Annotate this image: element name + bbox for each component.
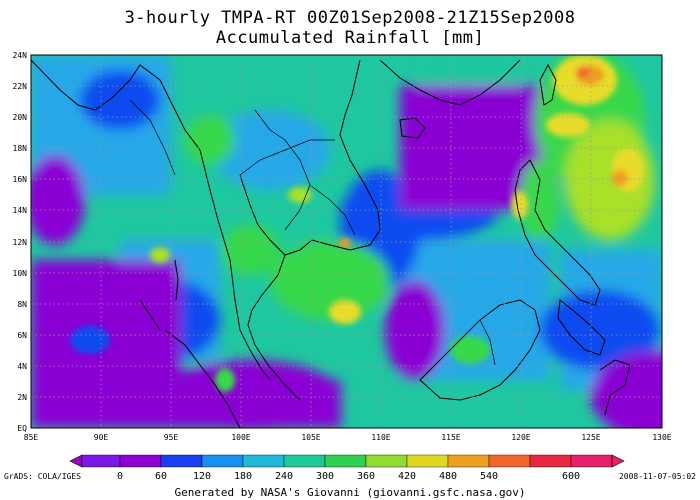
- lon-label: 105E: [301, 433, 320, 442]
- colorbar-swatch: [570, 454, 613, 468]
- colorbar-tick: 480: [439, 471, 457, 482]
- colorbar-swatch: [242, 454, 285, 468]
- lon-label: 90E: [94, 433, 109, 442]
- colorbar-tick: 540: [480, 471, 498, 482]
- gridlines: [31, 55, 662, 428]
- lon-label: 110E: [371, 433, 390, 442]
- colorbar-swatch: [365, 454, 408, 468]
- coastlines: [31, 59, 631, 428]
- colorbar-left-arrow: [69, 454, 83, 468]
- lat-label: 2N: [17, 393, 27, 402]
- lat-label: 8N: [17, 300, 27, 309]
- lat-label: 6N: [17, 331, 27, 340]
- colorbar-tick: 360: [357, 471, 375, 482]
- lon-label: 120E: [511, 433, 530, 442]
- lon-label: 125E: [581, 433, 600, 442]
- colorbar-tick: 240: [275, 471, 293, 482]
- colorbar-swatch: [283, 454, 326, 468]
- rainfall-field: [31, 55, 662, 428]
- lat-label: 10N: [13, 269, 28, 278]
- colorbar-tick: 300: [316, 471, 334, 482]
- colorbar-tick: 180: [234, 471, 252, 482]
- colorbar-swatch: [488, 454, 531, 468]
- colorbar-swatch: [160, 454, 203, 468]
- chart-title-line2: Accumulated Rainfall [mm]: [215, 28, 485, 48]
- lat-label: 24N: [13, 51, 28, 60]
- colorbar-swatch: [119, 454, 162, 468]
- lat-label: 22N: [13, 82, 28, 91]
- lon-label: 130E: [652, 433, 671, 442]
- giovanni-credit: Generated by NASA's Giovanni (giovanni.g…: [174, 486, 526, 499]
- lat-label: 4N: [17, 362, 27, 371]
- lat-axis: EQ 2N 4N 6N 8N 10N 12N 14N 16N 18N 20N 2…: [13, 51, 28, 433]
- grads-credit: GrADS: COLA/IGES: [4, 472, 81, 481]
- colorbar-swatch: [529, 454, 572, 468]
- lat-label: 12N: [13, 238, 28, 247]
- colorbar-tick: 120: [193, 471, 211, 482]
- colorbar-swatch: [81, 454, 121, 468]
- colorbar-swatch: [447, 454, 490, 468]
- colorbar-swatch: [406, 454, 449, 468]
- lat-label: 18N: [13, 144, 28, 153]
- lat-label: 16N: [13, 175, 28, 184]
- lon-label: 100E: [231, 433, 250, 442]
- lon-label: 95E: [164, 433, 179, 442]
- colorbar-tick: 600: [562, 471, 580, 482]
- lon-axis: 85E 90E 95E 100E 105E 110E 115E 120E 125…: [24, 433, 672, 442]
- lon-label: 85E: [24, 433, 39, 442]
- lat-label: 14N: [13, 206, 28, 215]
- colorbar-right-arrow: [611, 454, 625, 468]
- colorbar-tick: 60: [155, 471, 167, 482]
- colorbar-swatch: [324, 454, 367, 468]
- colorbar: 0 60 120 180 240 300 360 420 480 540 600: [69, 454, 625, 482]
- map-frame: [30, 54, 663, 429]
- chart-title-line1: 3-hourly TMPA-RT 00Z01Sep2008-21Z15Sep20…: [124, 8, 576, 28]
- render-timestamp: 2008-11-07-05:02: [619, 472, 696, 481]
- lat-label: 20N: [13, 113, 28, 122]
- colorbar-tick: 420: [398, 471, 416, 482]
- colorbar-swatch: [201, 454, 244, 468]
- lat-label: EQ: [17, 424, 27, 433]
- colorbar-tick: 0: [117, 471, 123, 482]
- lon-label: 115E: [441, 433, 460, 442]
